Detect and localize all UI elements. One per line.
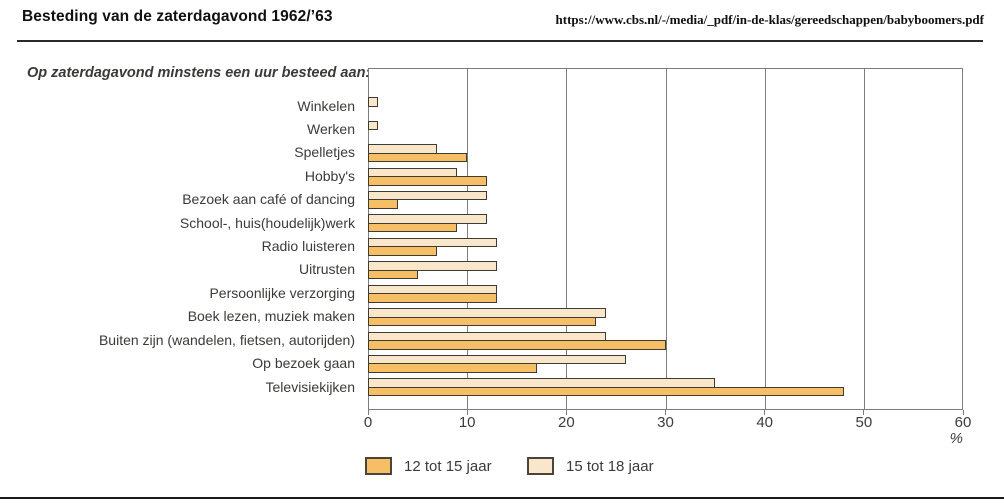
x-tick-0 (367, 410, 369, 415)
x-tick-60 (962, 410, 964, 415)
x-tick-label-60: 60 (954, 414, 972, 431)
category-label: Spelletjes (294, 144, 355, 161)
x-tick-10 (466, 410, 468, 415)
bar-12-15 (368, 386, 844, 397)
category-label: Boek lezen, muziek maken (187, 308, 355, 325)
category-label: Bezoek aan café of dancing (182, 191, 355, 208)
bar-15-18 (368, 120, 378, 131)
page-title: Besteding van de zaterdagavond 1962/’63 (22, 8, 333, 25)
x-tick-label-0: 0 (363, 414, 373, 431)
bar-15-18 (368, 190, 487, 201)
legend-label-15-18: 15 tot 18 jaar (566, 458, 654, 475)
header-divider (17, 40, 983, 42)
bar-15-18 (368, 97, 378, 107)
bar-12-15 (368, 340, 666, 350)
x-tick-40 (764, 410, 766, 415)
bar-12-15 (368, 363, 537, 373)
x-tick-label-50: 50 (855, 414, 873, 431)
chart-subtitle: Op zaterdagavond minstens een uur bestee… (27, 65, 371, 81)
bar-12-15 (368, 176, 487, 186)
legend-swatch-15-18 (527, 457, 554, 475)
category-label: Hobby's (304, 167, 355, 184)
bottom-divider (0, 497, 1004, 499)
x-tick-label-20: 20 (557, 414, 575, 431)
category-label: Werken (307, 120, 355, 137)
category-label: Buiten zijn (wandelen, fietsen, autorijd… (98, 331, 355, 348)
x-tick-label-40: 40 (756, 414, 773, 431)
category-label: Televisiekijken (265, 378, 355, 395)
gridline-20 (566, 69, 568, 409)
bar-12-15 (368, 199, 398, 209)
category-label: Radio luisteren (261, 238, 355, 255)
category-label: Uitrusten (298, 261, 355, 278)
bar-12-15 (368, 222, 458, 233)
legend-label-12-15: 12 tot 15 jaar (404, 458, 492, 475)
category-label: Winkelen (297, 97, 355, 114)
gridline-30 (665, 69, 667, 409)
bar-15-18 (368, 261, 497, 271)
x-axis-unit-label: % (949, 430, 963, 447)
bar-12-15 (368, 246, 438, 256)
bar-12-15 (368, 152, 468, 163)
bar-12-15 (368, 293, 497, 303)
bar-12-15 (368, 269, 418, 280)
bar-12-15 (368, 316, 597, 327)
x-tick-label-30: 30 (657, 414, 674, 431)
x-tick-50 (863, 410, 865, 415)
source-url-text: https://www.cbs.nl/-/media/_pdf/in-de-kl… (555, 12, 984, 27)
x-tick-30 (665, 410, 666, 415)
x-tick-20 (565, 410, 567, 415)
legend-swatch-12-15 (365, 457, 392, 475)
gridline-40 (764, 69, 766, 409)
category-label: Persoonlijke verzorging (209, 284, 355, 301)
category-label: School-, huis(houdelijk)werk (179, 214, 355, 231)
category-label: Op bezoek gaan (252, 355, 355, 372)
x-tick-label-10: 10 (458, 414, 476, 431)
gridline-50 (863, 69, 865, 409)
